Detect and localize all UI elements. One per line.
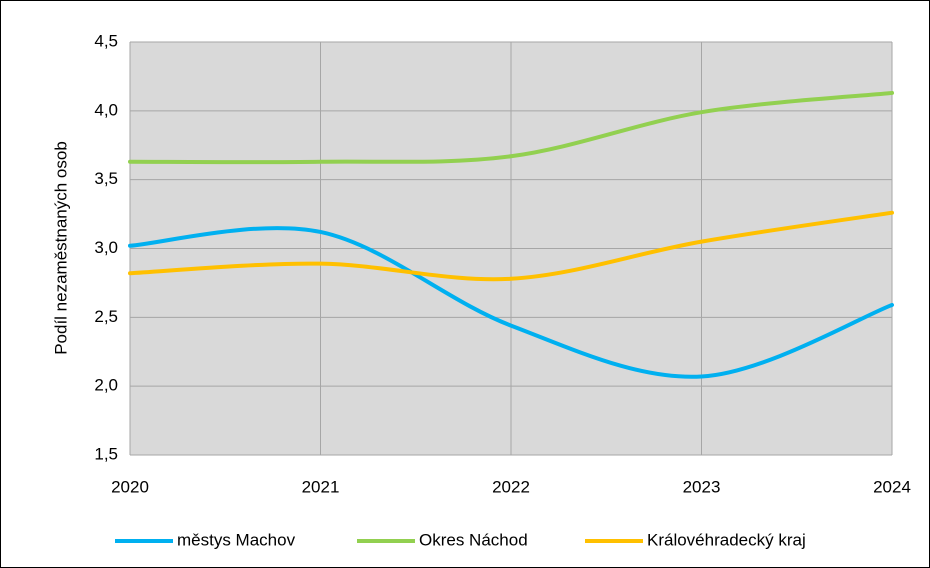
legend-label: městys Machov (177, 530, 296, 549)
line-series (128, 210, 894, 282)
line-series (128, 226, 894, 379)
legend-label: Okres Náchod (419, 530, 528, 549)
x-tick-label: 2022 (492, 477, 530, 496)
y-tick-label: 3,5 (94, 169, 118, 188)
line-series (128, 90, 894, 165)
y-tick-label: 2,0 (94, 376, 118, 395)
y-tick-label: 2,5 (94, 307, 118, 326)
y-tick-label: 4,5 (94, 31, 118, 50)
y-tick-label: 4,0 (94, 100, 118, 119)
x-tick-label: 2023 (683, 477, 721, 496)
y-tick-label: 1,5 (94, 444, 118, 463)
legend-label: Královéhradecký kraj (647, 530, 806, 549)
y-tick-label: 3,0 (94, 238, 118, 257)
x-tick-label: 2024 (873, 477, 911, 496)
y-axis-label: Podíl nezaměstnaných osob (51, 141, 70, 355)
x-tick-label: 2020 (111, 477, 149, 496)
x-tick-label: 2021 (302, 477, 340, 496)
